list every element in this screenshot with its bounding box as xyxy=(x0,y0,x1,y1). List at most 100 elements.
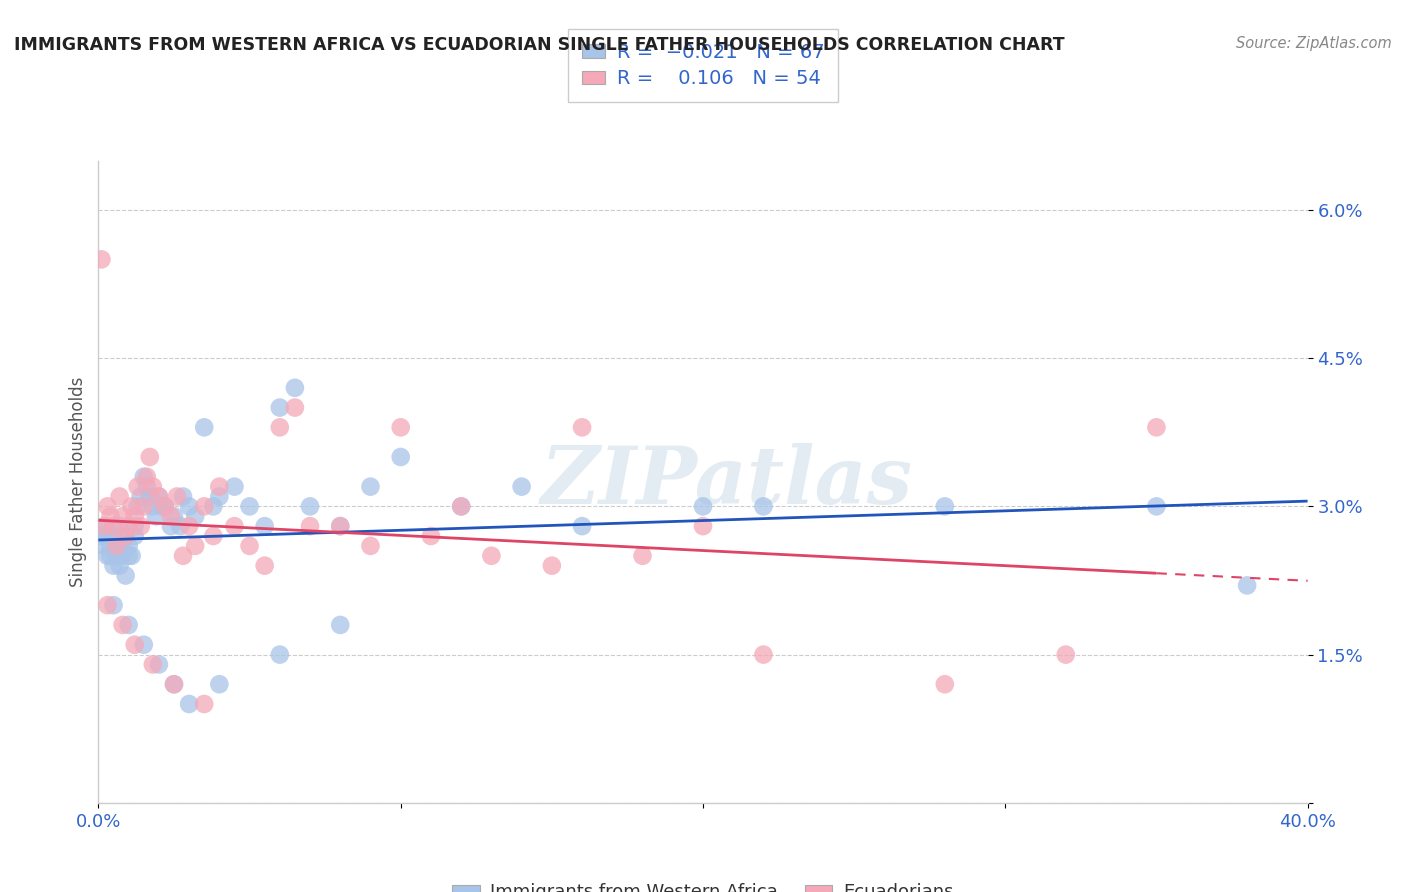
Point xyxy=(111,539,134,553)
Point xyxy=(1054,648,1077,662)
Point xyxy=(208,480,231,494)
Point xyxy=(450,500,472,514)
Point xyxy=(96,529,118,543)
Point xyxy=(1144,420,1167,434)
Text: ZIPatlas: ZIPatlas xyxy=(541,443,914,520)
Point xyxy=(163,509,186,524)
Point xyxy=(103,529,125,543)
Point xyxy=(163,677,186,691)
Point xyxy=(90,529,112,543)
Point xyxy=(202,500,225,514)
Point xyxy=(184,509,207,524)
Point xyxy=(284,381,307,395)
Point xyxy=(100,509,122,524)
Point xyxy=(129,519,152,533)
Point xyxy=(163,677,186,691)
Point xyxy=(121,549,143,563)
Point xyxy=(269,401,291,415)
Point xyxy=(389,450,412,464)
Text: IMMIGRANTS FROM WESTERN AFRICA VS ECUADORIAN SINGLE FATHER HOUSEHOLDS CORRELATIO: IMMIGRANTS FROM WESTERN AFRICA VS ECUADO… xyxy=(14,36,1064,54)
Point xyxy=(148,490,170,504)
Point xyxy=(93,519,115,533)
Point xyxy=(118,549,141,563)
Point xyxy=(224,480,246,494)
Point xyxy=(132,638,155,652)
Point xyxy=(329,519,352,533)
Point xyxy=(177,519,201,533)
Point xyxy=(253,519,276,533)
Point xyxy=(184,539,207,553)
Point xyxy=(481,549,503,563)
Point xyxy=(148,657,170,672)
Point xyxy=(105,549,128,563)
Point xyxy=(752,648,775,662)
Point xyxy=(150,500,173,514)
Point xyxy=(111,549,134,563)
Point xyxy=(692,519,714,533)
Point xyxy=(153,500,176,514)
Point xyxy=(1144,500,1167,514)
Point xyxy=(269,420,291,434)
Point xyxy=(111,509,134,524)
Point xyxy=(389,420,412,434)
Point xyxy=(114,568,136,582)
Point xyxy=(142,500,165,514)
Y-axis label: Single Father Households: Single Father Households xyxy=(69,376,87,587)
Point xyxy=(1236,578,1258,592)
Point xyxy=(160,509,183,524)
Point xyxy=(96,598,118,612)
Point xyxy=(118,618,141,632)
Point xyxy=(752,500,775,514)
Point xyxy=(93,519,115,533)
Point xyxy=(239,500,262,514)
Point xyxy=(114,529,136,543)
Point xyxy=(160,519,183,533)
Point xyxy=(132,500,155,514)
Point xyxy=(299,519,322,533)
Point xyxy=(108,519,131,533)
Point xyxy=(93,539,115,553)
Point xyxy=(329,519,352,533)
Point xyxy=(105,539,128,553)
Point xyxy=(139,450,162,464)
Point xyxy=(96,549,118,563)
Point xyxy=(103,519,125,533)
Point xyxy=(360,480,382,494)
Point xyxy=(103,598,125,612)
Point xyxy=(124,638,146,652)
Point xyxy=(124,519,146,533)
Point xyxy=(135,469,157,483)
Point xyxy=(90,252,112,267)
Point xyxy=(193,420,215,434)
Point xyxy=(934,500,956,514)
Point xyxy=(100,539,122,553)
Point xyxy=(121,500,143,514)
Point xyxy=(253,558,276,573)
Point xyxy=(284,401,307,415)
Point xyxy=(96,500,118,514)
Point xyxy=(224,519,246,533)
Point xyxy=(360,539,382,553)
Point xyxy=(193,500,215,514)
Point xyxy=(169,519,191,533)
Point xyxy=(540,558,562,573)
Point xyxy=(329,618,352,632)
Point xyxy=(177,697,201,711)
Point xyxy=(118,519,141,533)
Point xyxy=(111,618,134,632)
Point xyxy=(124,529,146,543)
Point xyxy=(193,697,215,711)
Point xyxy=(124,509,146,524)
Point xyxy=(510,480,533,494)
Point xyxy=(208,490,231,504)
Point xyxy=(172,549,194,563)
Point xyxy=(202,529,225,543)
Point xyxy=(108,490,131,504)
Point xyxy=(135,480,157,494)
Point xyxy=(142,480,165,494)
Point xyxy=(208,677,231,691)
Point xyxy=(419,529,441,543)
Legend: Immigrants from Western Africa, Ecuadorians: Immigrants from Western Africa, Ecuadori… xyxy=(446,876,960,892)
Point xyxy=(631,549,654,563)
Point xyxy=(153,500,176,514)
